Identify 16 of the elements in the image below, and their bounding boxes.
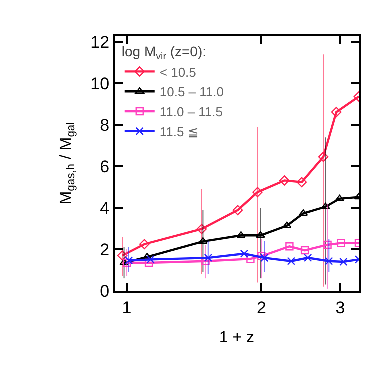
y-tick-label: 4 <box>100 199 110 218</box>
legend-label: < 10.5 <box>160 64 196 80</box>
y-tick-label: 10 <box>90 74 110 94</box>
x-axis-title: 1 + z <box>219 330 255 347</box>
legend-title: log M$_{vir}$ (z=0): <box>122 44 207 63</box>
x-tick-label: 3 <box>336 298 346 318</box>
legend-label: 10.5 – 11.0 <box>160 84 224 100</box>
x-tick-label: 2 <box>256 298 266 318</box>
y-tick-label: 2 <box>100 240 110 260</box>
legend-label: 11.0 – 11.5 <box>160 104 224 120</box>
legend-label: 11.5 ≦ <box>160 124 199 140</box>
y-tick-label: 0 <box>100 282 110 301</box>
y-tick-label: 12 <box>90 33 110 52</box>
y-tick-label: 8 <box>100 116 110 136</box>
y-tick-label: 6 <box>100 158 110 177</box>
x-tick-label: 1 <box>122 298 132 318</box>
